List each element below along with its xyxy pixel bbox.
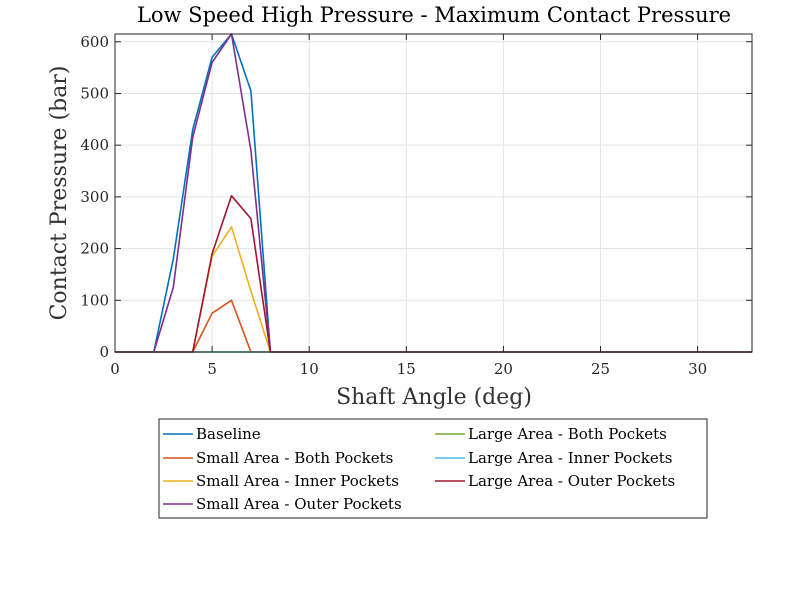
x-tick-label: 0: [110, 360, 120, 378]
y-tick-label: 300: [80, 188, 109, 206]
grid: [114, 34, 752, 353]
y-tick-label: 600: [80, 33, 109, 51]
series-line-small-area-both-pockets: [115, 299, 752, 353]
x-axis-label: Shaft Angle (deg): [336, 385, 532, 410]
series-line-small-area-outer-pockets: [115, 33, 752, 353]
legend-label-baseline: Baseline: [196, 425, 261, 443]
x-tick-label: 25: [591, 360, 610, 378]
x-tick-label: 10: [300, 360, 319, 378]
legend-label-small-area-inner-pockets: Small Area - Inner Pockets: [196, 472, 399, 490]
series-line-large-area-outer-pockets: [115, 195, 752, 353]
y-tick-label: 100: [80, 291, 109, 309]
legend-label-small-area-outer-pockets: Small Area - Outer Pockets: [196, 495, 402, 513]
legend-label-large-area-both-pockets: Large Area - Both Pockets: [468, 425, 667, 443]
y-tick-label: 500: [80, 84, 109, 102]
y-axis-label: Contact Pressure (bar): [47, 66, 72, 321]
x-tick-label: 5: [207, 360, 217, 378]
y-tick-label: 200: [80, 240, 109, 258]
legend-label-large-area-outer-pockets: Large Area - Outer Pockets: [468, 472, 675, 490]
legend-label-large-area-inner-pockets: Large Area - Inner Pockets: [468, 449, 672, 467]
y-tick-label: 400: [80, 136, 109, 154]
legend: Baseline Small Area - Both Pockets Small A…: [158, 418, 708, 519]
series-line-baseline: [115, 33, 752, 353]
plot-area: [114, 33, 753, 353]
legend-label-small-area-both-pockets: Small Area - Both Pockets: [196, 449, 393, 467]
x-tick-label: 30: [688, 360, 707, 378]
x-tick-label: 15: [397, 360, 416, 378]
x-tick-label: 20: [494, 360, 513, 378]
series-line-small-area-inner-pockets: [115, 226, 752, 353]
y-tick-label: 0: [99, 343, 109, 361]
series-layer: [115, 33, 752, 353]
chart-title: Low Speed High Pressure - Maximum Contac…: [137, 3, 731, 27]
legend-box: [158, 418, 708, 519]
